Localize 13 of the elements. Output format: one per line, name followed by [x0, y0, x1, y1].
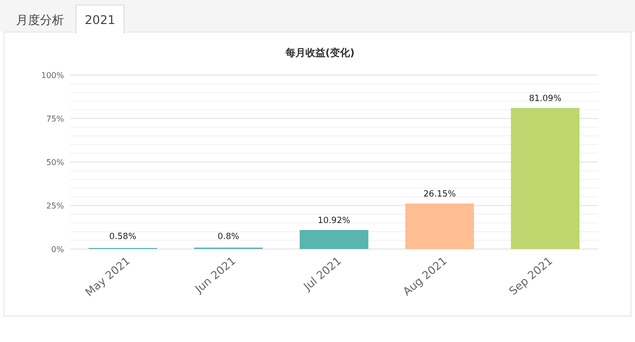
text: 月度分析 — [16, 13, 64, 27]
text: 2021 — [84, 13, 116, 27]
y-tick-label: 75% — [46, 114, 64, 124]
y-tick-label: 100% — [41, 71, 64, 80]
y-tick-label: 50% — [46, 158, 64, 167]
data-label: 10.92% — [318, 216, 350, 226]
y-tick-label: 25% — [46, 202, 64, 210]
data-label: 81.09% — [528, 94, 562, 104]
data-label: 0.8% — [218, 232, 240, 242]
chart-title: 每月收益(变化) — [284, 47, 355, 59]
y-tick-label: 0% — [51, 245, 64, 254]
data-label: 26.15% — [423, 190, 456, 200]
data-label: 0.58% — [109, 232, 136, 242]
